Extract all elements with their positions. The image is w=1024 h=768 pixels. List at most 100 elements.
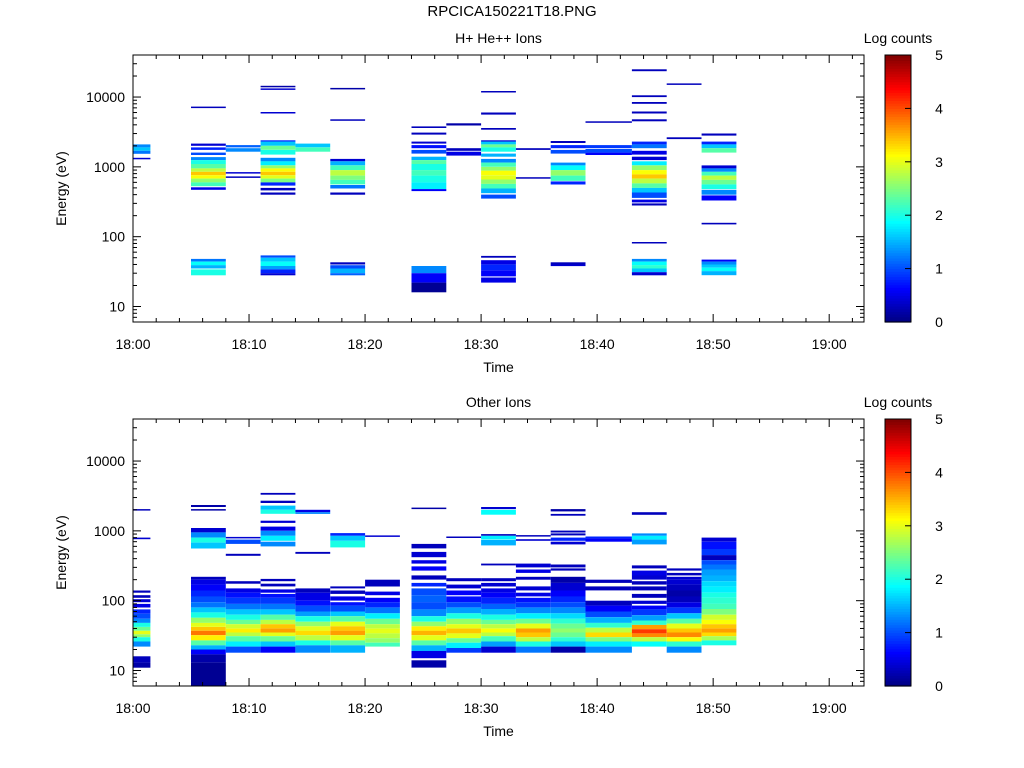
data-cell xyxy=(481,592,516,598)
colorbar-segment xyxy=(885,589,911,594)
data-cell xyxy=(260,509,296,514)
data-cell xyxy=(481,153,516,157)
data-cell xyxy=(411,507,447,510)
data-cell xyxy=(550,637,586,642)
colorbar-segment xyxy=(885,555,911,559)
colorbar-segment xyxy=(885,215,911,219)
data-cell xyxy=(446,648,482,653)
data-cell xyxy=(133,590,151,593)
data-cell xyxy=(411,640,447,646)
colorbar-tick-label: 4 xyxy=(935,100,943,116)
data-cell xyxy=(701,555,737,561)
data-cell xyxy=(631,512,667,515)
data-cell xyxy=(133,641,151,647)
data-cell xyxy=(365,624,400,629)
data-cell xyxy=(191,175,226,179)
colorbar-segment xyxy=(885,592,911,596)
colorbar-segment xyxy=(885,313,911,318)
data-cell xyxy=(481,619,516,625)
data-cell xyxy=(260,500,296,503)
data-cell xyxy=(550,533,586,536)
data-cell xyxy=(191,265,226,269)
data-cell xyxy=(260,257,296,262)
colorbar-segment xyxy=(885,488,911,492)
data-cell xyxy=(631,119,667,122)
data-cell xyxy=(666,590,702,597)
data-cell xyxy=(481,162,516,167)
data-cell xyxy=(550,513,586,516)
data-cell xyxy=(446,584,482,589)
data-cell xyxy=(133,157,151,160)
colorbar-segment xyxy=(885,273,911,278)
colorbar-segment xyxy=(885,608,911,612)
data-cell xyxy=(550,162,586,166)
colorbar-segment xyxy=(885,541,911,546)
colorbar-label: Log counts xyxy=(864,30,933,46)
data-cell xyxy=(330,165,366,171)
data-cell xyxy=(191,602,226,608)
data-cell xyxy=(701,575,737,582)
data-cell xyxy=(481,147,516,152)
colorbar-segment xyxy=(885,656,911,660)
colorbar-segment xyxy=(885,579,911,583)
data-cell xyxy=(191,164,226,169)
colorbar-segment xyxy=(885,595,911,599)
data-cell xyxy=(365,607,400,614)
data-cell xyxy=(365,628,400,634)
colorbar-segment xyxy=(885,177,911,182)
data-cell xyxy=(446,602,482,608)
data-cell xyxy=(666,607,702,614)
data-cell xyxy=(260,632,296,637)
data-cell xyxy=(330,596,366,601)
spectrogram-cells xyxy=(133,69,737,293)
y-tick-label: 100 xyxy=(102,593,126,609)
y-tick-label: 10000 xyxy=(86,453,125,469)
colorbar-segment xyxy=(885,143,911,147)
colorbar-segment xyxy=(885,552,911,556)
data-cell xyxy=(701,175,737,180)
data-cell xyxy=(550,530,586,533)
data-cell xyxy=(365,633,400,639)
data-cell xyxy=(515,535,551,537)
data-cell xyxy=(133,662,151,668)
colorbar-segment xyxy=(885,116,911,120)
data-cell xyxy=(330,119,366,121)
data-cell xyxy=(446,618,482,625)
colorbar-tick-label: 2 xyxy=(935,571,943,587)
colorbar-segment xyxy=(885,135,911,139)
colorbar-segment xyxy=(885,504,911,508)
data-cell xyxy=(515,632,551,638)
data-cell xyxy=(330,630,366,636)
colorbar-segment xyxy=(885,263,911,267)
data-cell xyxy=(330,635,366,641)
spectrogram-cells xyxy=(133,492,737,686)
colorbar-segment xyxy=(885,563,911,567)
colorbar-segment xyxy=(885,276,911,280)
data-cell xyxy=(133,622,151,627)
data-cell xyxy=(550,602,586,608)
data-cell xyxy=(295,645,331,653)
data-cell xyxy=(365,642,400,647)
colorbar-segment xyxy=(885,311,911,315)
data-cell xyxy=(585,149,632,153)
colorbar-segment xyxy=(885,287,911,291)
colorbar-segment xyxy=(885,459,911,463)
data-cell xyxy=(411,595,447,603)
data-cell xyxy=(411,182,447,190)
panel-2: Other Ions 18:00 18:10 18:20 18:30 18:40 18:50… xyxy=(53,394,943,739)
colorbar-segment xyxy=(885,225,911,230)
data-cell xyxy=(631,570,667,576)
colorbar-segment xyxy=(885,68,911,72)
data-cell xyxy=(330,161,366,166)
colorbar-tick-label: 3 xyxy=(935,518,943,534)
data-cell xyxy=(515,602,551,608)
data-cell xyxy=(191,147,226,150)
colorbar-segment xyxy=(885,209,911,214)
data-cell xyxy=(260,255,296,258)
data-cell xyxy=(481,614,516,620)
data-cell xyxy=(666,572,702,576)
colorbar-segment xyxy=(885,667,911,671)
data-cell xyxy=(330,87,366,90)
colorbar-segment xyxy=(885,153,911,158)
colorbar-segment xyxy=(885,467,911,471)
